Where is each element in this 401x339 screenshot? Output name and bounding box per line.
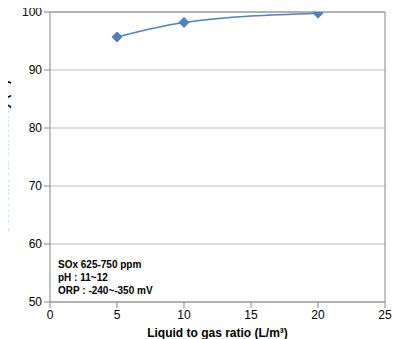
svg-text:5: 5 (114, 308, 121, 322)
html-text:SOx 625-750 ppm: SOx 625-750 ppm (58, 259, 142, 270)
svg-text:25: 25 (378, 308, 392, 322)
svg-text:10: 10 (177, 308, 191, 322)
svg-text:60: 60 (29, 237, 43, 251)
html-text:pH : 11~12: pH : 11~12 (58, 272, 108, 283)
svg-text:100: 100 (22, 8, 42, 19)
svg-text:0: 0 (47, 308, 54, 322)
svg-text:SOx removal efficiency (%): SOx removal efficiency (%) (8, 80, 11, 234)
svg-text:15: 15 (244, 308, 258, 322)
svg-text:70: 70 (29, 179, 43, 193)
svg-text:Liquid to gas ratio (L/m³): Liquid to gas ratio (L/m³) (147, 326, 288, 339)
svg-text:80: 80 (29, 121, 43, 135)
html-text:ORP : -240~-350 mV: ORP : -240~-350 mV (58, 285, 153, 296)
svg-text:20: 20 (311, 308, 325, 322)
svg-text:50: 50 (29, 295, 43, 309)
svg-text:90: 90 (29, 63, 43, 77)
